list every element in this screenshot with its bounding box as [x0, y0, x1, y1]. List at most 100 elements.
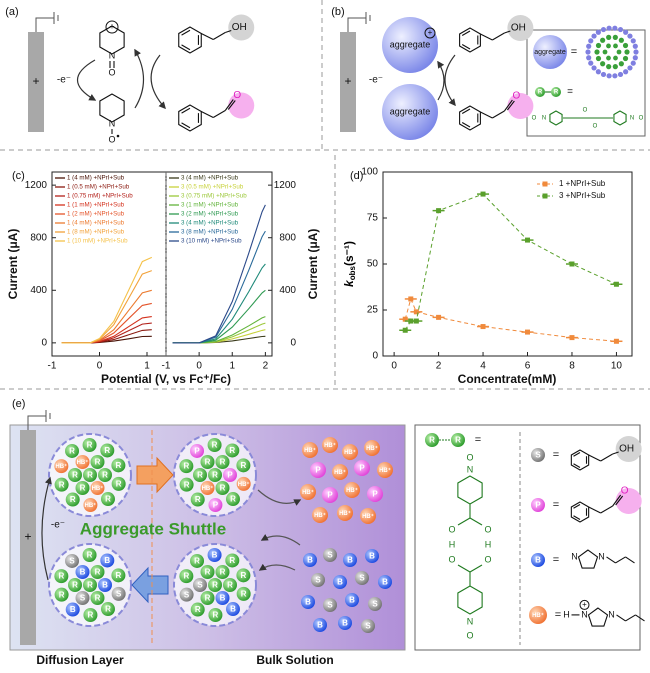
bond: [600, 505, 613, 514]
x-tick-label: 6: [525, 361, 531, 372]
micelle-head: [623, 29, 629, 35]
bond: [573, 504, 581, 509]
ball: [215, 480, 230, 495]
ball-label: B: [104, 556, 110, 565]
micelle-head: [586, 43, 592, 49]
ball: [529, 606, 547, 624]
ring: [178, 26, 202, 54]
label: N: [608, 609, 615, 619]
bond: [635, 614, 645, 622]
series-line: [61, 289, 152, 344]
bond: [615, 495, 624, 506]
bond: [612, 451, 619, 455]
electrode-sign: +: [344, 74, 351, 88]
ball-label: R: [80, 484, 86, 493]
ball-label: R: [105, 605, 111, 614]
label: N: [109, 118, 116, 128]
ball: [65, 443, 80, 458]
label: N: [542, 116, 546, 122]
ball-label: R: [212, 581, 218, 590]
ball-label: P: [315, 466, 321, 475]
micelle-head: [633, 49, 639, 55]
ring: [549, 110, 563, 126]
ball-label: R: [72, 581, 78, 590]
micelle-core: [616, 49, 622, 55]
bond: [573, 463, 581, 468]
ball-label: R: [241, 571, 247, 580]
y-tick-label: 800: [30, 232, 47, 243]
bond: [492, 32, 505, 41]
ball-label: P: [372, 490, 378, 499]
ring: [613, 110, 627, 126]
bond: [573, 452, 581, 457]
label: O: [466, 452, 473, 462]
series-line: [61, 322, 152, 344]
bond: [600, 453, 613, 462]
label: O: [108, 67, 115, 77]
legend-label: 1 (4 mM) +NPrI+Sub: [67, 220, 125, 227]
label: =: [571, 46, 577, 58]
label: N: [467, 616, 474, 626]
ball: [223, 578, 237, 592]
bond: [181, 29, 191, 36]
bond: [504, 30, 511, 34]
ball: [179, 459, 194, 474]
ball-label: R: [116, 479, 122, 488]
x-tick-label: 4: [480, 361, 486, 372]
ball: [361, 619, 375, 633]
bond: [225, 29, 232, 34]
ball: [190, 602, 205, 617]
ball: [190, 443, 205, 458]
ball: [367, 486, 383, 502]
y-tick-label: 25: [367, 305, 379, 316]
charge-circle: [105, 20, 119, 34]
label: aggregate: [390, 39, 431, 49]
ball-label: R: [241, 589, 247, 598]
y-tick-label: 100: [361, 167, 378, 178]
ball: [236, 586, 251, 601]
label: N: [630, 116, 634, 122]
ball: [223, 468, 237, 482]
ball: [323, 598, 337, 612]
ball-label: B: [347, 556, 353, 565]
micelle-head: [612, 73, 618, 79]
series-line: [172, 204, 266, 344]
ball-label: R: [116, 571, 122, 580]
ball-label: B: [307, 556, 313, 565]
ball: [338, 616, 352, 630]
ball-label: P: [227, 471, 233, 480]
ball-label: B: [102, 581, 108, 590]
ball-label: HB⁺: [334, 469, 346, 476]
micelle-core: [602, 49, 608, 55]
micelle-head: [588, 38, 594, 44]
label: H: [563, 609, 570, 619]
ball-label: R: [183, 572, 189, 581]
bond: [181, 122, 191, 129]
ball: [531, 448, 545, 462]
label: aggregate: [390, 106, 431, 116]
ball-label: B: [535, 556, 541, 565]
ball: [193, 468, 207, 482]
bond: [469, 517, 483, 526]
ball: [54, 459, 69, 474]
ball: [68, 468, 82, 482]
ring: [99, 25, 125, 55]
arrow: [134, 48, 144, 109]
micelle-core: [613, 55, 618, 61]
ball: [200, 480, 215, 495]
micelle-head: [591, 33, 597, 39]
bond: [181, 107, 191, 114]
label: N: [467, 464, 474, 474]
ball-label: HB⁺: [346, 487, 358, 494]
ball-label: P: [359, 464, 365, 473]
y-axis-label-sub: obs: [348, 266, 357, 281]
arrow: [41, 476, 52, 581]
ball-label: S: [365, 622, 371, 631]
x-tick-label: 2: [436, 361, 442, 372]
oh-highlight: [507, 15, 534, 41]
bond: [588, 506, 601, 514]
ball: [312, 507, 328, 523]
ball-label: HB⁺: [532, 612, 544, 619]
ball-label: B: [230, 605, 236, 614]
ball-label: R: [87, 471, 93, 480]
